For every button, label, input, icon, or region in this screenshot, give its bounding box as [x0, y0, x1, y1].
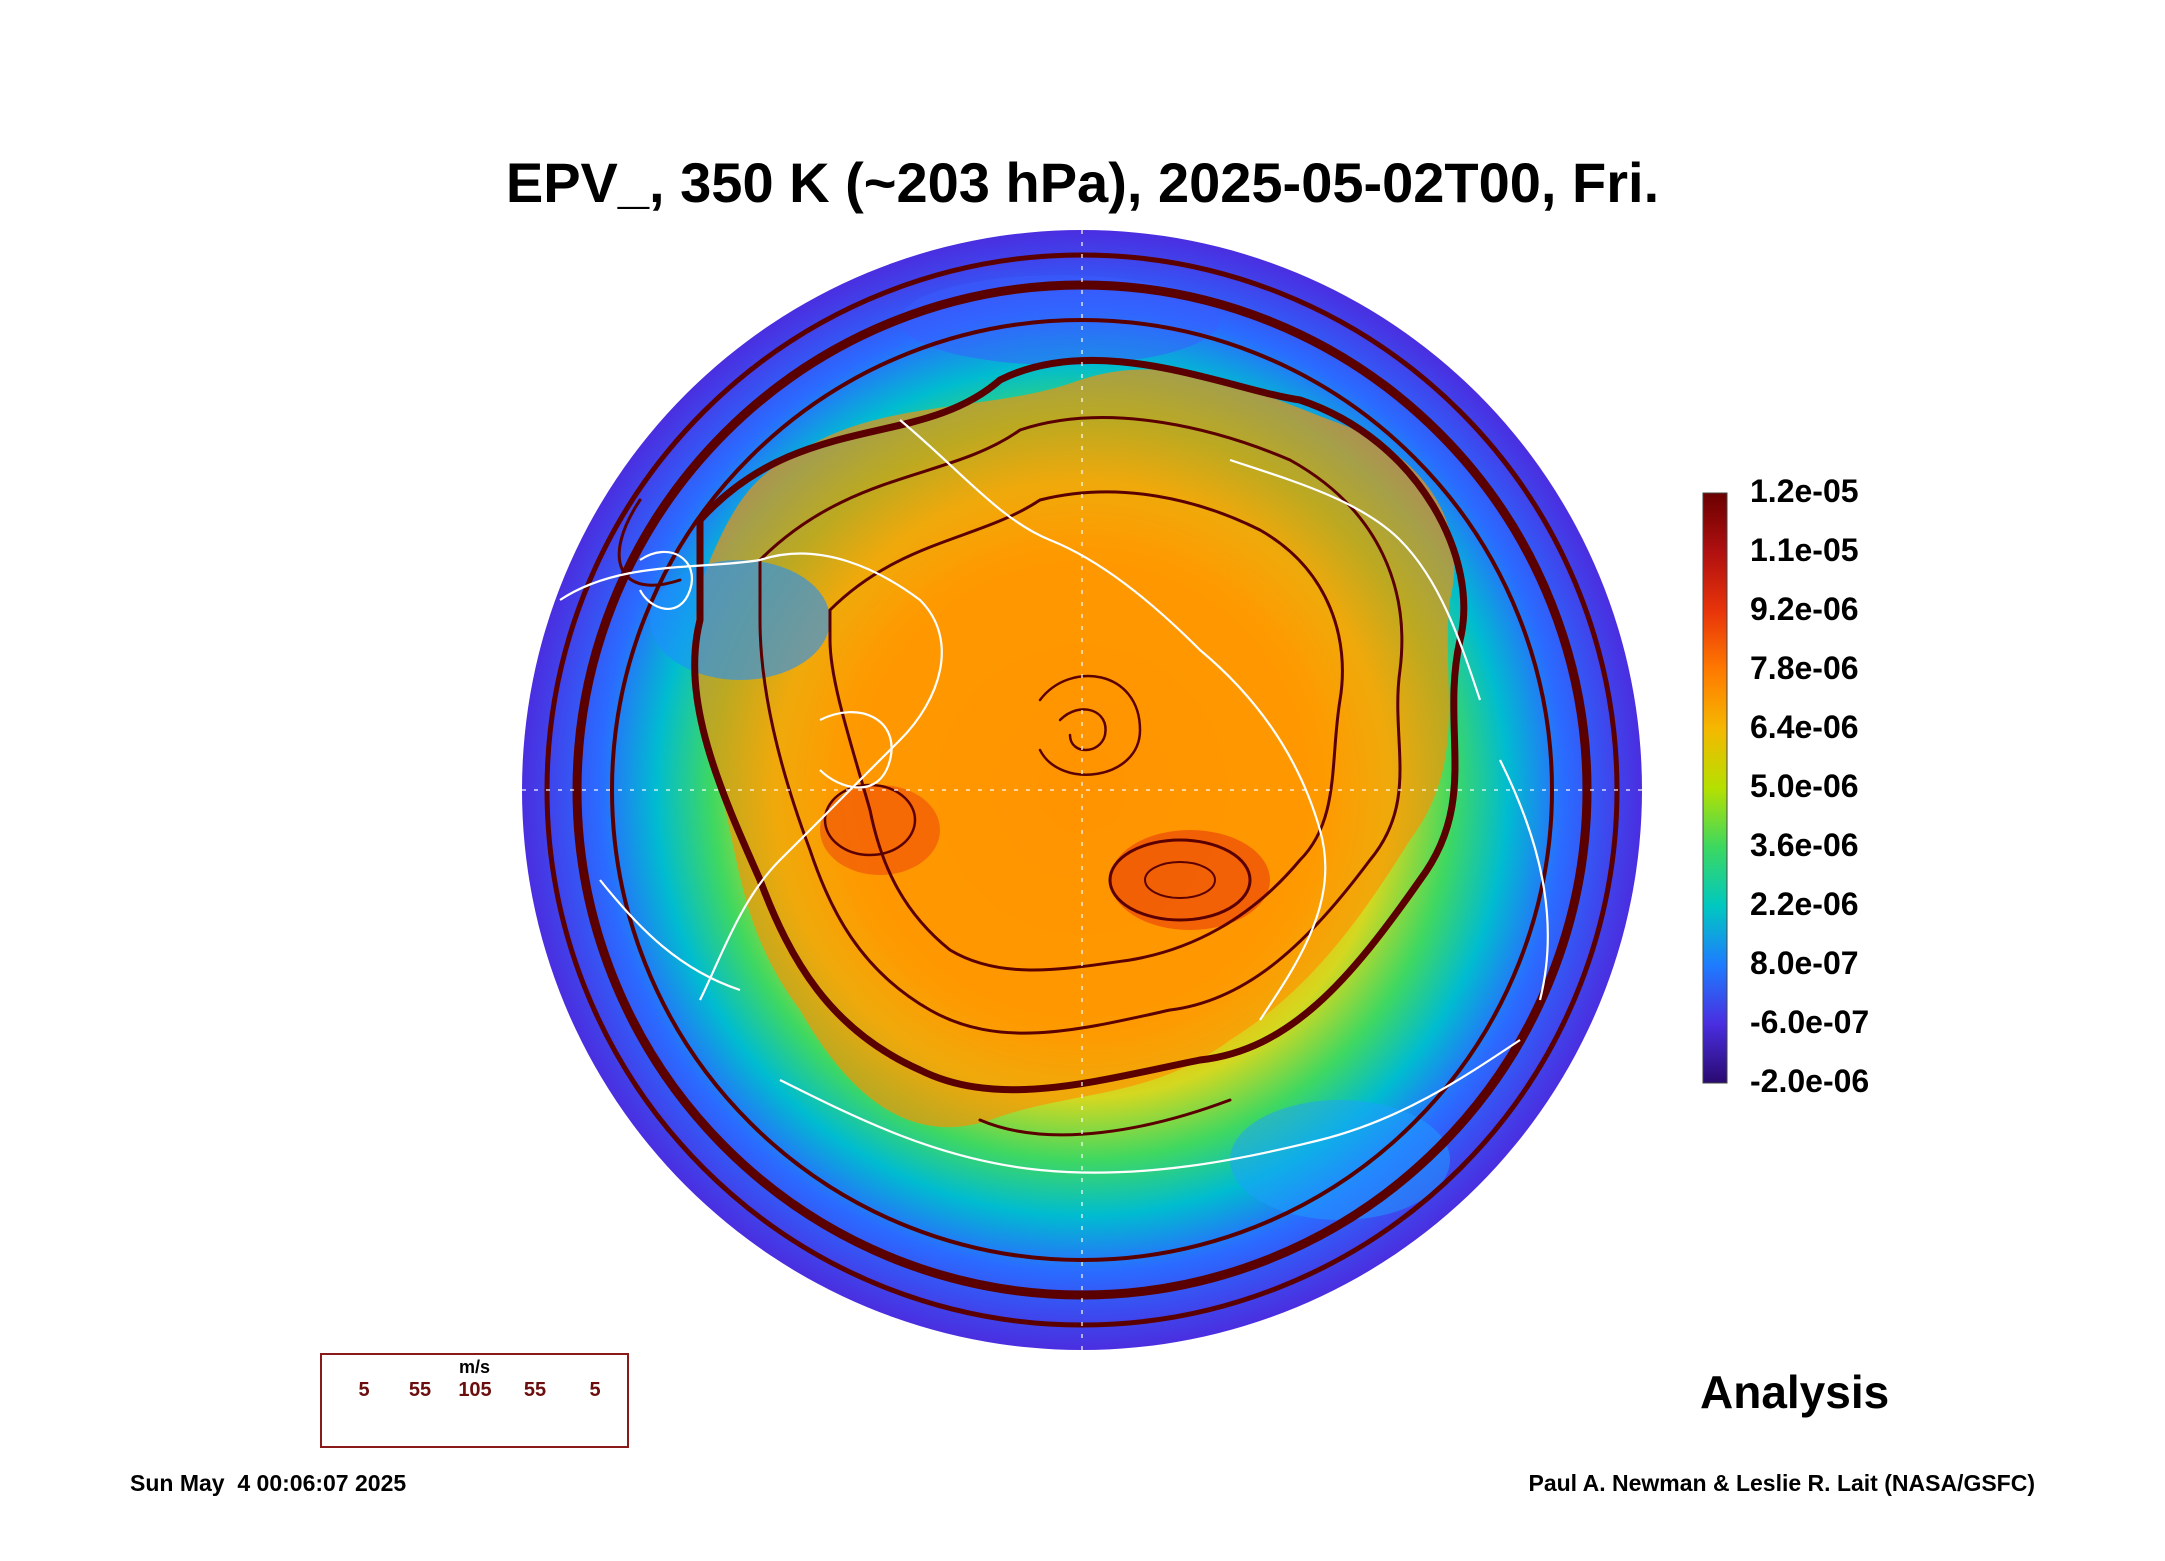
- colorbar-tick-label: 5.0e-06: [1750, 768, 1859, 804]
- legend-value: 105: [458, 1379, 492, 1401]
- pv-max-region: [820, 785, 940, 875]
- legend-value: 5: [358, 1379, 370, 1401]
- legend-value: 55: [408, 1379, 432, 1401]
- credit-line: Paul A. Newman & Leslie R. Lait (NASA/GS…: [1528, 1470, 2035, 1496]
- pv-core-region: [694, 369, 1455, 1128]
- colorbar-tick-label: 1.1e-05: [1750, 532, 1859, 568]
- colorbar-tick-label: 8.0e-07: [1750, 945, 1859, 981]
- colorbar-tick-label: 9.2e-06: [1750, 591, 1859, 627]
- colorbar-tick-label: 1.2e-05: [1750, 473, 1859, 509]
- colorbar-tick-label: -2.0e-06: [1750, 1063, 1870, 1099]
- legend-unit-label: m/s: [458, 1357, 491, 1377]
- colorbar: [1702, 492, 1728, 1084]
- legend-value: 55: [523, 1379, 547, 1401]
- timestamp: Sun May 4 00:06:07 2025: [130, 1470, 407, 1496]
- low-pv-tongue: [650, 560, 830, 680]
- pv-max-region: [1110, 830, 1270, 930]
- legend-value: 5: [589, 1379, 601, 1401]
- analysis-label: Analysis: [1700, 1366, 1890, 1418]
- colorbar-tick-label: 6.4e-06: [1750, 709, 1859, 745]
- colorbar-tick-label: 7.8e-06: [1750, 650, 1859, 686]
- coastlines: [559, 419, 1549, 1174]
- colorbar-tick-label: 3.6e-06: [1750, 827, 1859, 863]
- colorbar-tick-label: -6.0e-07: [1750, 1004, 1870, 1040]
- colorbar-tick-label: 2.2e-06: [1750, 886, 1859, 922]
- wind-speed-legend: m/s 5 55 105 55 5: [320, 1353, 629, 1448]
- map-title: EPV_, 350 K (~203 hPa), 2025-05-02T00, F…: [505, 151, 1660, 214]
